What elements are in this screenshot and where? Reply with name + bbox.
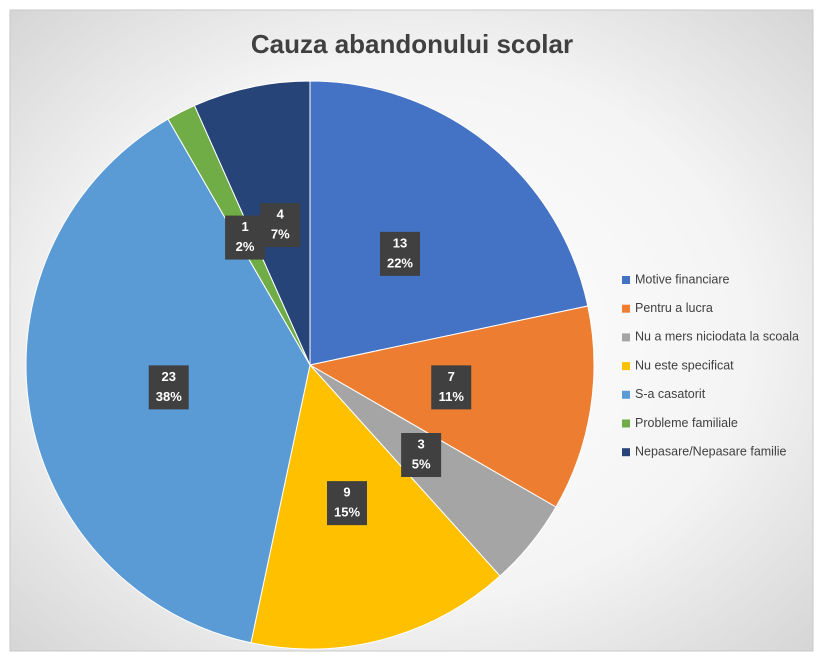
data-label-value: 3	[418, 436, 425, 451]
legend-label: Probleme familiale	[635, 416, 738, 430]
pie-slice	[309, 80, 589, 366]
chart-title: Cauza abandonului scolar	[251, 29, 573, 59]
legend-swatch	[622, 390, 630, 399]
data-label-percent: 22%	[387, 255, 413, 270]
data-label-percent: 38%	[156, 389, 182, 404]
data-label-box	[225, 215, 266, 260]
data-label-value: 1	[241, 219, 248, 234]
legend-label: Nu este specificat	[635, 358, 734, 372]
data-label-value: 4	[277, 207, 285, 222]
data-label-box	[327, 481, 368, 526]
legend-swatch	[622, 276, 630, 284]
data-label-box	[401, 432, 442, 477]
data-label-value: 13	[393, 235, 407, 250]
data-label-box	[431, 365, 472, 410]
data-label-box	[260, 203, 301, 248]
legend-label: S-a casatorit	[635, 387, 706, 401]
data-label-percent: 7%	[271, 227, 290, 242]
legend-label: Nu a mers niciodata la scoala	[635, 330, 799, 344]
data-label-percent: 15%	[334, 505, 360, 520]
pie-slice	[250, 363, 501, 650]
legend-swatch	[622, 362, 630, 371]
legend-label: Pentru a lucra	[635, 301, 713, 315]
data-label-value: 7	[448, 369, 455, 384]
legend-swatch	[622, 419, 630, 428]
data-label-box	[148, 365, 189, 410]
legend-label: Motive financiare	[635, 272, 730, 286]
data-label-box	[379, 231, 420, 276]
legend-swatch	[622, 448, 630, 457]
legend-swatch	[622, 333, 630, 342]
legend-label: Nepasare/Nepasare familie	[635, 444, 787, 458]
data-label-value: 23	[162, 369, 176, 384]
data-label-percent: 2%	[236, 239, 255, 254]
data-label-value: 9	[343, 485, 350, 500]
data-label-percent: 11%	[439, 389, 465, 404]
data-label-percent: 5%	[412, 456, 431, 471]
legend-swatch	[622, 304, 630, 313]
